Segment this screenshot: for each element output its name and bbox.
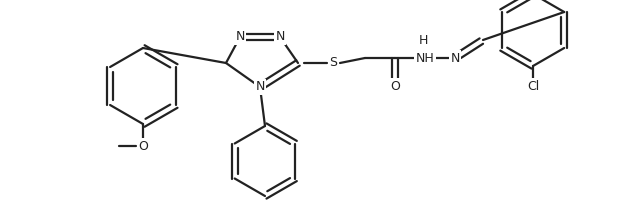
- Text: H: H: [419, 33, 428, 46]
- Text: N: N: [451, 52, 460, 65]
- Text: O: O: [390, 79, 400, 92]
- Text: N: N: [275, 30, 285, 43]
- Text: S: S: [329, 56, 337, 69]
- Text: O: O: [138, 140, 148, 153]
- Text: Cl: Cl: [527, 79, 539, 92]
- Text: N: N: [255, 81, 265, 94]
- Text: N: N: [236, 30, 244, 43]
- Text: NH: NH: [415, 52, 435, 65]
